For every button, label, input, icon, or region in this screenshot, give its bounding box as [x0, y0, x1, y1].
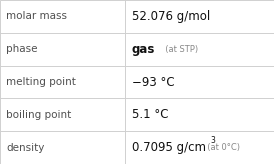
Text: molar mass: molar mass: [6, 11, 67, 21]
Text: 0.7095 g/cm: 0.7095 g/cm: [132, 141, 206, 154]
Text: −93 °C: −93 °C: [132, 75, 174, 89]
Text: melting point: melting point: [6, 77, 76, 87]
Text: gas: gas: [132, 43, 155, 56]
Text: phase: phase: [6, 44, 38, 54]
Text: density: density: [6, 143, 44, 153]
Text: (at 0°C): (at 0°C): [202, 143, 240, 152]
Text: 52.076 g/mol: 52.076 g/mol: [132, 10, 210, 23]
Text: (at STP): (at STP): [160, 45, 198, 54]
Text: boiling point: boiling point: [6, 110, 71, 120]
Text: 5.1 °C: 5.1 °C: [132, 108, 168, 121]
Text: 3: 3: [210, 136, 215, 145]
